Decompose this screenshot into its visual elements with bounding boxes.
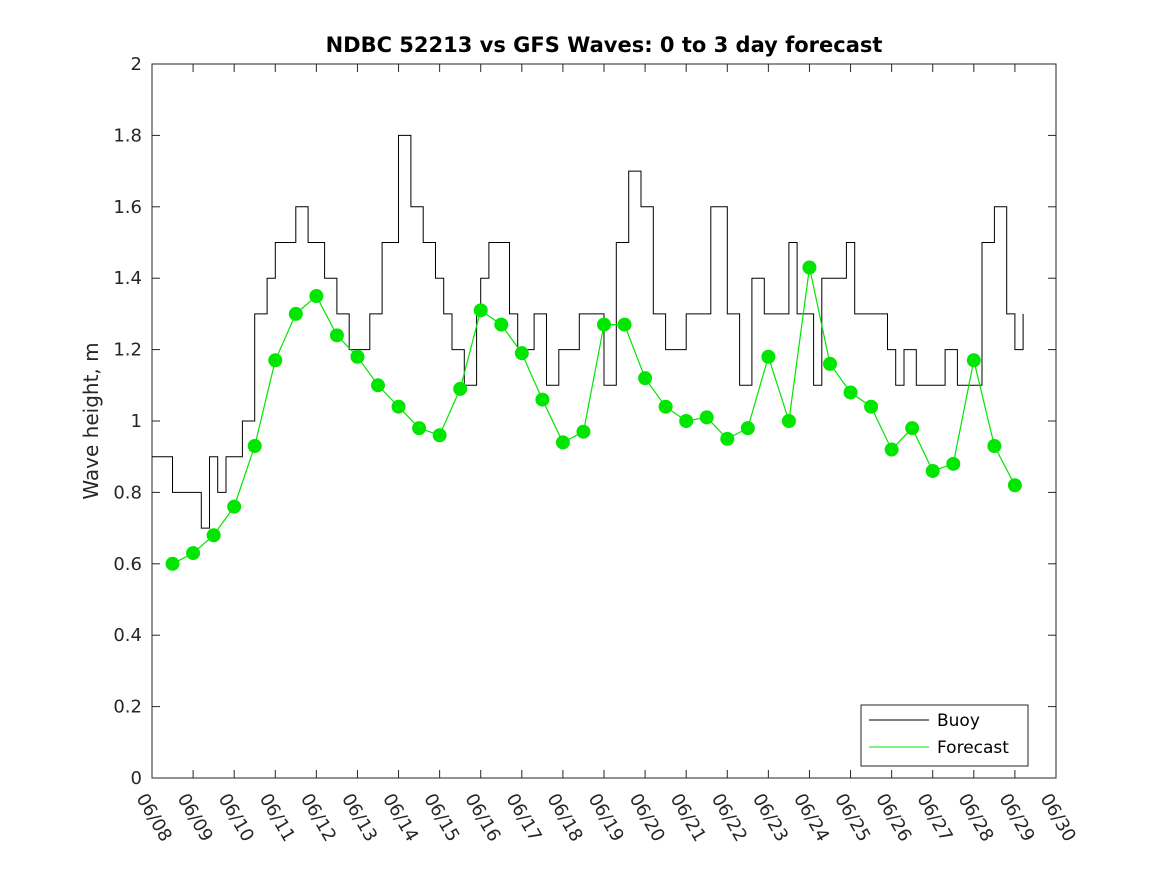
forecast-point [740, 421, 755, 436]
forecast-point [186, 546, 201, 561]
forecast-point [227, 499, 242, 514]
x-tick-label: 06/11 [255, 790, 299, 845]
forecast-point [309, 289, 324, 304]
y-tick-label: 0.6 [113, 554, 142, 575]
forecast-point [966, 353, 981, 368]
x-tick-label: 06/16 [460, 790, 504, 845]
y-axis: 0 0.2 0.4 0.6 0.8 1 1.2 1.4 1.6 1.8 2 [113, 54, 1056, 789]
forecast-point [781, 414, 796, 428]
forecast-point [555, 435, 570, 450]
y-axis-label: Wave height, m [79, 342, 103, 499]
x-tick-label: 06/20 [625, 790, 669, 845]
x-tick-label: 06/25 [830, 790, 874, 845]
forecast-point [329, 328, 344, 343]
x-tick-label: 06/13 [337, 790, 381, 845]
forecast-point [658, 399, 673, 414]
x-tick-label: 06/22 [707, 790, 751, 845]
forecast-point [576, 424, 591, 439]
forecast-point [268, 353, 283, 368]
y-tick-label: 2 [131, 54, 142, 75]
x-tick-label: 06/30 [1036, 790, 1080, 845]
legend: Buoy Forecast [860, 704, 1029, 767]
x-tick-label: 06/27 [912, 790, 956, 845]
forecast-point [679, 414, 694, 428]
x-tick-label: 06/19 [584, 790, 628, 845]
forecast-point [247, 438, 262, 453]
legend-box [860, 704, 1029, 767]
forecast-point [699, 410, 714, 425]
forecast-point [206, 528, 221, 543]
forecast-point [946, 456, 961, 471]
forecast-point [165, 556, 180, 571]
series-layer [152, 134, 1024, 571]
plot-area [151, 63, 1057, 779]
forecast-point [925, 463, 940, 478]
forecast-point [720, 431, 735, 446]
forecast-point [453, 381, 468, 396]
x-tick-label: 06/28 [953, 790, 997, 845]
legend-label-buoy: Buoy [937, 711, 980, 731]
y-tick-label: 1.6 [113, 197, 142, 218]
y-tick-label: 1.8 [113, 125, 142, 146]
forecast-point [864, 399, 879, 414]
forecast-point [494, 317, 509, 332]
y-tick-label: 0 [131, 768, 142, 789]
forecast-point [597, 317, 611, 332]
forecast-point [617, 317, 632, 332]
forecast-point [432, 428, 447, 443]
y-tick-label: 0.8 [113, 482, 142, 503]
x-tick-label: 06/08 [132, 790, 176, 845]
legend-label-forecast: Forecast [937, 738, 1009, 758]
forecast-point [761, 349, 776, 364]
forecast-point [350, 349, 365, 364]
x-tick-label: 06/23 [748, 790, 792, 845]
forecast-point [823, 356, 837, 371]
x-tick-label: 06/24 [789, 790, 833, 845]
x-tick-label: 06/10 [214, 790, 258, 845]
y-tick-label: 0.4 [113, 625, 142, 646]
x-tick-label: 06/15 [419, 790, 463, 845]
forecast-point [288, 306, 303, 321]
x-tick-label: 06/18 [543, 790, 587, 845]
forecast-point [391, 399, 406, 414]
y-tick-label: 1 [131, 411, 142, 432]
forecast-point [905, 421, 920, 436]
forecast-point [514, 346, 529, 361]
x-tick-label: 06/21 [666, 790, 710, 845]
forecast-point [535, 392, 550, 407]
series-line-buoy [152, 134, 1024, 529]
forecast-point [884, 442, 899, 457]
forecast-point [473, 303, 488, 318]
forecast-point [843, 385, 858, 400]
x-tick-label: 06/12 [296, 790, 340, 845]
x-tick-label: 06/26 [871, 790, 915, 845]
forecast-point [371, 378, 385, 393]
y-tick-label: 1.2 [113, 340, 142, 361]
x-tick-label: 06/17 [501, 790, 545, 845]
x-tick-label: 06/09 [173, 790, 217, 845]
x-tick-label: 06/14 [378, 790, 422, 845]
y-tick-label: 0.2 [113, 697, 142, 718]
y-tick-label: 1.4 [113, 268, 142, 289]
x-tick-label: 06/29 [995, 790, 1039, 845]
forecast-point [1007, 478, 1022, 493]
forecast-point [638, 371, 653, 386]
forecast-point [987, 438, 1002, 453]
chart-title: NDBC 52213 vs GFS Waves: 0 to 3 day fore… [326, 33, 883, 57]
forecast-point [802, 260, 817, 275]
forecast-point [412, 421, 427, 436]
